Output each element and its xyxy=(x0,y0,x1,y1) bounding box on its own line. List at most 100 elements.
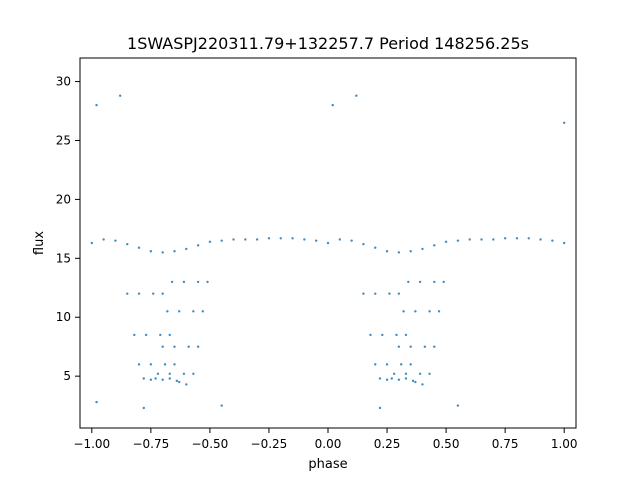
data-point-10 xyxy=(208,240,212,244)
data-point-92 xyxy=(409,345,412,348)
data-point-53 xyxy=(154,377,157,380)
data-point-99 xyxy=(411,379,415,383)
data-point-90 xyxy=(397,378,401,381)
data-point-42 xyxy=(133,333,136,337)
x-tick-label: 0.50 xyxy=(433,437,460,451)
data-point-118 xyxy=(118,94,122,97)
data-point-112 xyxy=(442,280,445,284)
data-point-4 xyxy=(137,246,141,249)
x-tick-label: −0.50 xyxy=(192,437,229,451)
data-point-113 xyxy=(142,406,145,410)
data-point-12 xyxy=(232,238,235,241)
x-axis-label: phase xyxy=(308,457,347,472)
data-point-66 xyxy=(192,310,195,313)
data-point-82 xyxy=(392,372,396,375)
data-point-96 xyxy=(395,333,398,337)
data-point-111 xyxy=(437,310,441,313)
data-point-81 xyxy=(385,378,389,381)
data-point-31 xyxy=(456,239,460,242)
data-point-28 xyxy=(421,247,424,251)
data-point-43 xyxy=(137,363,141,366)
data-point-54 xyxy=(161,378,164,381)
data-point-56 xyxy=(173,345,176,348)
data-point-24 xyxy=(374,246,377,249)
data-point-40 xyxy=(562,241,566,245)
data-point-19 xyxy=(314,239,318,242)
data-point-68 xyxy=(161,292,164,295)
data-point-26 xyxy=(397,251,401,254)
data-point-25 xyxy=(385,250,389,253)
data-point-35 xyxy=(503,237,507,240)
data-point-85 xyxy=(407,280,410,284)
data-point-50 xyxy=(137,292,141,295)
data-point-27 xyxy=(409,250,412,253)
data-point-117 xyxy=(562,121,566,125)
data-point-22 xyxy=(350,239,353,242)
data-point-77 xyxy=(362,292,365,295)
data-point-109 xyxy=(428,372,431,375)
data-point-47 xyxy=(161,345,164,348)
data-point-57 xyxy=(178,310,181,313)
data-point-36 xyxy=(515,237,519,240)
data-point-88 xyxy=(385,363,389,366)
data-point-102 xyxy=(428,310,431,313)
data-point-44 xyxy=(142,377,145,380)
data-point-78 xyxy=(369,333,372,337)
data-point-64 xyxy=(182,372,186,375)
data-point-86 xyxy=(374,292,377,295)
data-point-101 xyxy=(423,345,427,348)
data-point-3 xyxy=(126,242,129,246)
data-point-51 xyxy=(144,333,148,337)
data-point-1 xyxy=(102,238,105,241)
data-point-9 xyxy=(196,244,200,247)
data-point-21 xyxy=(338,238,342,241)
data-point-97 xyxy=(400,363,403,366)
y-tick-label: 15 xyxy=(56,251,71,265)
x-tick-label: 0.75 xyxy=(492,437,519,451)
data-point-37 xyxy=(527,237,530,240)
data-point-65 xyxy=(187,345,190,348)
data-point-59 xyxy=(152,292,155,295)
data-point-75 xyxy=(201,310,205,313)
x-tick-label: 0.25 xyxy=(374,437,401,451)
data-point-33 xyxy=(480,238,483,241)
data-point-71 xyxy=(178,380,181,384)
data-point-73 xyxy=(192,372,195,375)
data-point-38 xyxy=(539,238,542,241)
x-tick-label: −1.00 xyxy=(73,437,110,451)
y-tick-label: 30 xyxy=(56,75,71,89)
data-point-52 xyxy=(149,363,153,366)
data-point-74 xyxy=(196,345,200,348)
data-point-45 xyxy=(149,378,153,381)
data-point-8 xyxy=(185,247,188,251)
data-point-100 xyxy=(418,372,422,375)
data-point-55 xyxy=(168,372,171,375)
data-point-103 xyxy=(433,280,436,284)
y-tick-label: 25 xyxy=(56,133,71,147)
data-point-105 xyxy=(404,333,408,337)
data-point-106 xyxy=(409,363,412,366)
data-point-72 xyxy=(185,383,188,386)
y-tick-label: 5 xyxy=(63,369,71,383)
data-point-7 xyxy=(173,250,176,253)
data-point-2 xyxy=(114,239,117,242)
data-point-120 xyxy=(95,400,98,404)
chart-title: 1SWASPJ220311.79+132257.7 Period 148256.… xyxy=(127,34,529,53)
data-point-115 xyxy=(95,103,98,107)
data-point-63 xyxy=(175,379,179,383)
y-tick-label: 20 xyxy=(56,192,71,206)
plot-points xyxy=(90,94,566,410)
data-point-30 xyxy=(444,240,448,244)
data-point-107 xyxy=(414,380,417,384)
data-point-69 xyxy=(168,333,171,337)
x-tick-label: 0.00 xyxy=(315,437,342,451)
data-point-23 xyxy=(362,242,365,246)
data-point-121 xyxy=(220,404,223,407)
data-point-15 xyxy=(267,237,271,240)
data-point-60 xyxy=(159,333,162,337)
data-point-67 xyxy=(196,280,200,284)
data-point-122 xyxy=(456,404,460,407)
data-point-114 xyxy=(378,406,382,410)
